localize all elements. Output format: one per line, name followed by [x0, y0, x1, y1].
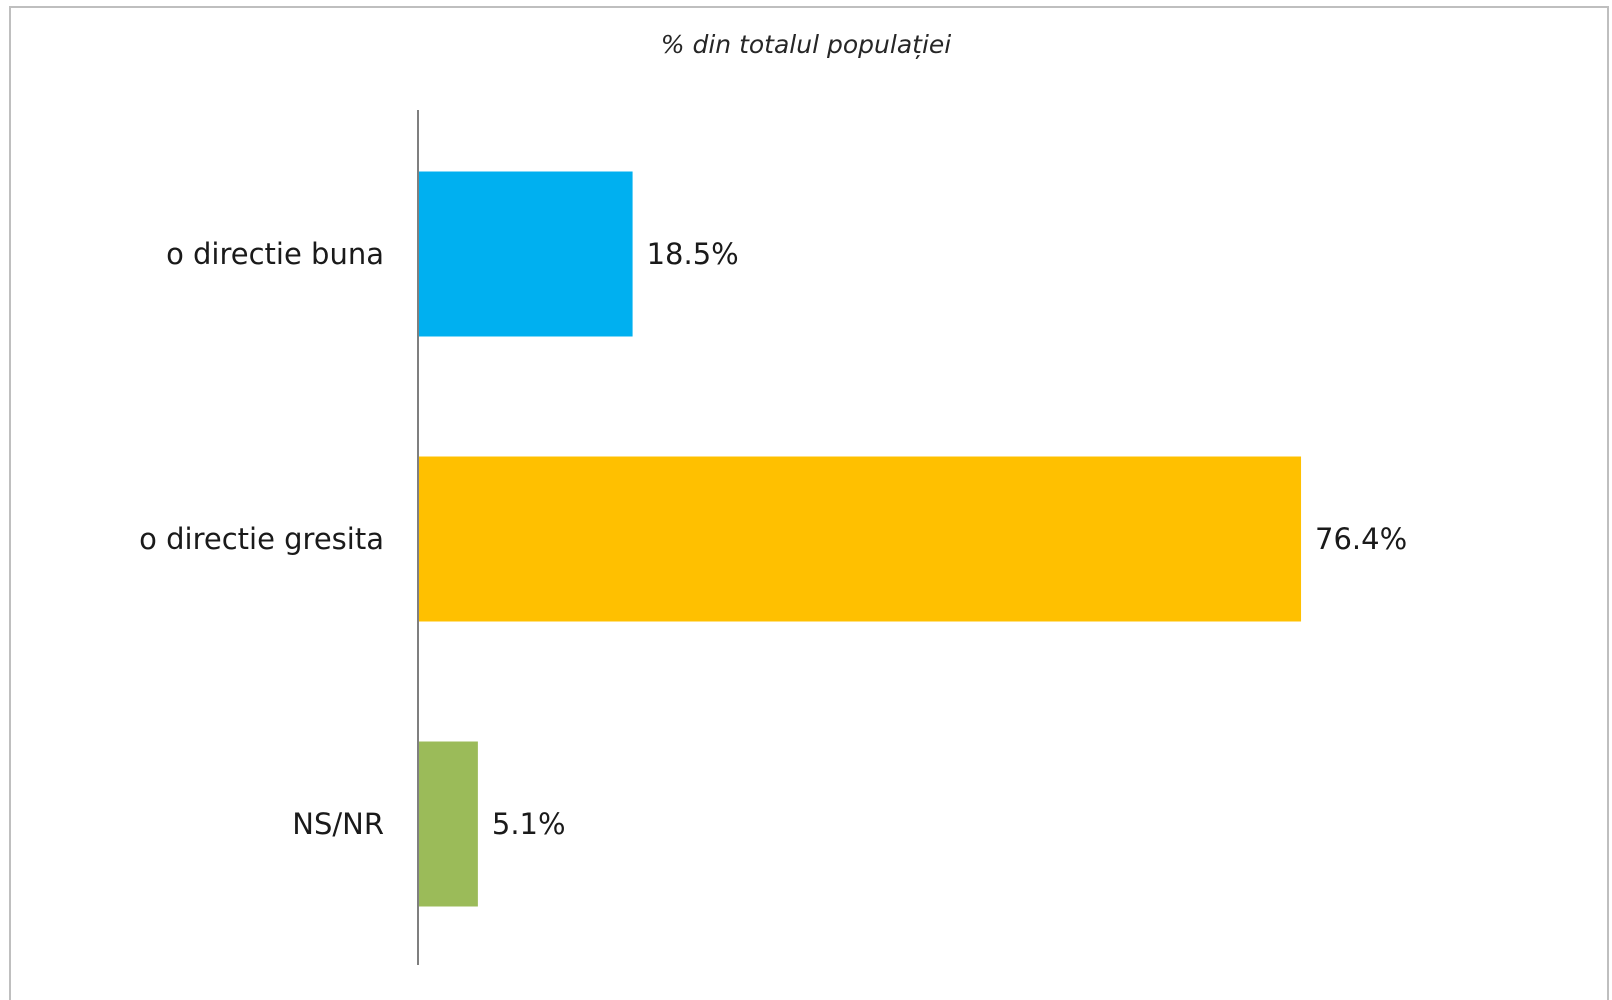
value-label-o-directie-buna: 18.5% [647, 237, 739, 271]
category-label-o-directie-gresita: o directie gresita [139, 522, 384, 556]
bar-ns-nr [419, 741, 478, 907]
value-label-o-directie-gresita: 76.4% [1315, 522, 1407, 556]
bar-o-directie-buna [419, 171, 633, 337]
bars-layer: o directie buna 18.5% o directie gresita 76… [139, 171, 1407, 907]
category-label-ns-nr: NS/NR [292, 807, 384, 841]
chart-title: % din totalul populației [660, 30, 952, 59]
bar-o-directie-gresita [419, 456, 1302, 622]
value-label-ns-nr: 5.1% [492, 807, 566, 841]
category-label-o-directie-buna: o directie buna [166, 237, 384, 271]
